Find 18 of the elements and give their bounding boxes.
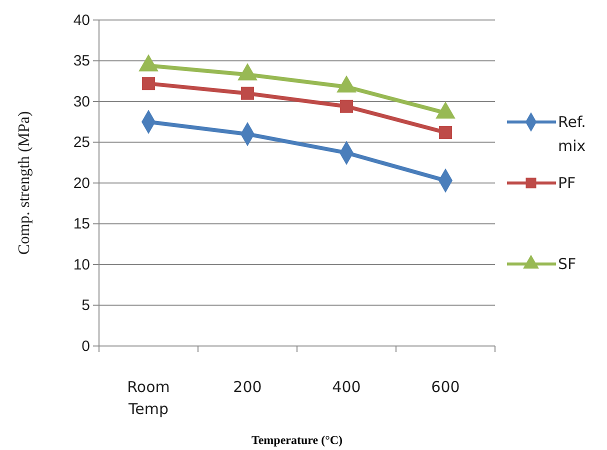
x-tick-label: Room Temp (127, 378, 170, 418)
y-tick-label: 5 (82, 297, 90, 314)
legend-label: SF (558, 255, 576, 273)
legend-label: PF (558, 174, 576, 192)
y-tick-label: 40 (73, 12, 90, 29)
y-tick-label: 35 (73, 52, 90, 70)
y-tick-label: 0 (82, 338, 90, 355)
x-tick-label: 200 (233, 378, 262, 396)
x-axis-title: Temperature (°C) (251, 433, 343, 447)
y-tick-label: 10 (73, 256, 90, 274)
x-tick-label: 400 (332, 378, 361, 396)
y-axis-title: Comp. strength (MPa) (16, 111, 33, 255)
x-tick-label: 600 (431, 378, 460, 396)
y-tick-label: 20 (73, 174, 90, 192)
y-tick-label: 15 (73, 216, 90, 233)
y-tick-label: 30 (73, 93, 90, 110)
y-tick-label: 25 (73, 134, 90, 152)
legend-label: Ref. mix (558, 113, 586, 155)
